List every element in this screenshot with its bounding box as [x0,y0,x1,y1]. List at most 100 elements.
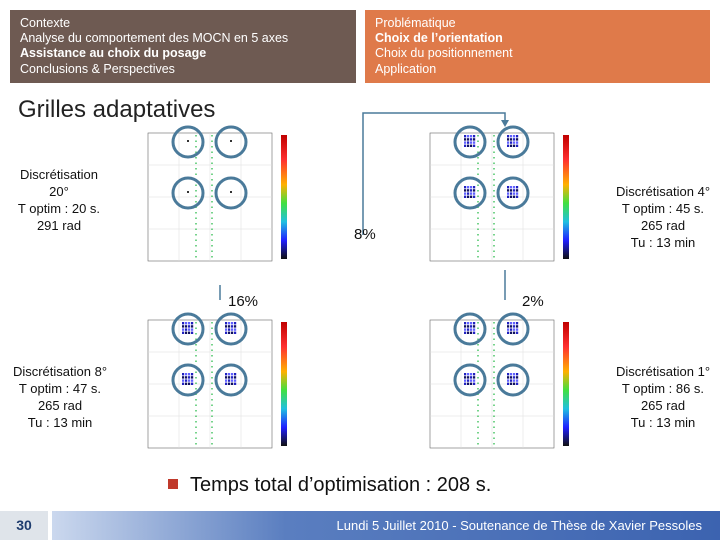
data-point [231,379,234,382]
data-point [228,322,231,325]
footer-bar: Lundi 5 Juillet 2010 - Soutenance de Thè… [52,511,720,540]
data-point [191,331,194,334]
data-point [182,373,185,376]
nav-item-assistance[interactable]: Assistance au choix du posage [20,46,207,61]
data-point [507,186,510,189]
header-right-section-nav[interactable]: Problématique Choix de l’orientation Cho… [365,10,710,83]
data-point [464,192,467,195]
plot-svg [147,125,287,262]
data-point [234,331,237,334]
nav-item-choix-orientation[interactable]: Choix de l’orientation [375,31,503,46]
data-point [182,325,185,328]
data-point [507,195,510,198]
data-point [464,186,467,189]
slide-title: Grilles adaptatives [18,96,216,123]
data-point [467,322,470,325]
nav-item-conclusions[interactable]: Conclusions & Perspectives [20,61,175,76]
data-point [516,135,519,138]
data-point [188,322,191,325]
data-point [513,186,516,189]
data-point [230,140,232,142]
data-point [516,192,519,195]
data-point [473,373,476,376]
colorbar [563,135,569,259]
data-point [231,322,234,325]
data-point [470,382,473,385]
data-point [467,135,470,138]
data-point [513,192,516,195]
label-panel-tl: Discrétisation 20° T optim : 20 s. 291 r… [8,166,110,234]
data-point [510,189,513,192]
data-point [516,186,519,189]
data-point [467,328,470,331]
pct-right-top: 8% [354,226,376,243]
data-point [467,138,470,141]
data-point [473,376,476,379]
data-point [510,379,513,382]
data-point [185,325,188,328]
data-point [516,373,519,376]
data-point [228,376,231,379]
plot-panel-bl [118,312,288,462]
data-point [191,328,194,331]
data-point [225,328,228,331]
cluster-circle [453,176,487,210]
data-point [470,192,473,195]
nav-item-analyse[interactable]: Analyse du comportement des MOCN en 5 ax… [20,31,289,46]
data-point [464,195,467,198]
cluster-circle [214,363,248,397]
data-point [467,373,470,376]
cluster-circle [171,363,205,397]
data-point [231,328,234,331]
label-line: 20° [49,184,69,199]
data-point [464,141,467,144]
data-point [510,141,513,144]
nav-item-choix-positionnement[interactable]: Choix du positionnement [375,46,513,61]
data-point [228,382,231,385]
data-point [182,382,185,385]
label-line: T optim : 20 s. [17,201,101,216]
plot-svg [429,125,569,262]
data-point [470,135,473,138]
data-point [473,186,476,189]
plot-svg [429,312,569,449]
data-point [185,376,188,379]
data-point [188,331,191,334]
data-point [185,328,188,331]
data-point [188,328,191,331]
data-point [470,141,473,144]
data-point [228,325,231,328]
data-point [185,379,188,382]
nav-item-application[interactable]: Application [375,61,437,76]
data-point [510,144,513,147]
data-point [467,144,470,147]
pct-right-mid: 2% [522,293,544,310]
data-point [516,144,519,147]
data-point [191,322,194,325]
data-point [473,325,476,328]
cluster-circle [496,312,530,346]
plot-panel-br [400,312,570,462]
label-panel-br: Discrétisation 1° T optim : 86 s. 265 ra… [606,363,720,431]
data-point [191,373,194,376]
data-point [473,328,476,331]
header-left-section-nav[interactable]: Contexte Analyse du comportement des MOC… [10,10,356,83]
data-point [507,328,510,331]
data-point [513,144,516,147]
data-point [185,331,188,334]
data-point [467,186,470,189]
data-point [225,382,228,385]
nav-item-problematique[interactable]: Problématique [375,16,456,30]
data-point [470,189,473,192]
data-point [191,325,194,328]
plot-svg [147,312,287,449]
cluster-circle [171,125,205,159]
data-point [464,189,467,192]
data-point [230,191,232,193]
data-point [513,328,516,331]
data-point [234,382,237,385]
nav-item-contexte[interactable]: Contexte [20,16,71,30]
data-point [231,376,234,379]
data-point [234,379,237,382]
